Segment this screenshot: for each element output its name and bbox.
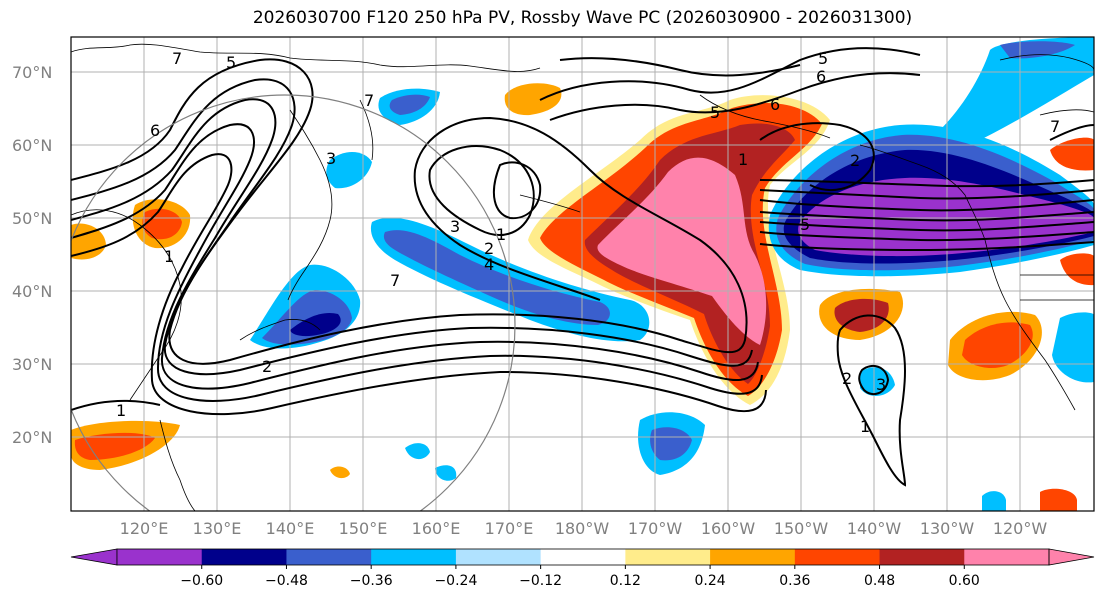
contour-label: 1 bbox=[164, 247, 174, 266]
lon-label-130e: 130°E bbox=[193, 519, 242, 538]
contour-label: 7 bbox=[1050, 117, 1060, 136]
contour-label: 4 bbox=[484, 255, 494, 274]
colorbar-frame bbox=[116, 548, 1050, 566]
lat-label-30n: 30°N bbox=[12, 355, 52, 374]
positive-anomaly-w2 bbox=[71, 223, 106, 260]
contour-label: 2 bbox=[262, 357, 272, 376]
contour-label: 1 bbox=[860, 417, 870, 436]
contour-label: 5 bbox=[818, 49, 828, 68]
negative-anomaly-w1-core bbox=[389, 94, 430, 115]
colorbar: −0.60 −0.48 −0.36 −0.24 −0.12 0.12 0.24 0.36 0.4… bbox=[70, 548, 1095, 589]
colorbar-tick-label: 0.60 bbox=[949, 573, 980, 589]
contour-label: 2 bbox=[842, 369, 852, 388]
colorbar-tick-label: −0.60 bbox=[180, 573, 223, 589]
contour-label: 7 bbox=[172, 49, 182, 68]
lon-label-140w: 140°W bbox=[847, 519, 902, 538]
colorbar-tick-label: 0.12 bbox=[610, 573, 641, 589]
colorbar-swatch bbox=[625, 549, 711, 565]
lon-label-160w: 160°W bbox=[701, 519, 756, 538]
negative-anomaly-e bbox=[1052, 312, 1094, 383]
map-frame bbox=[70, 36, 1095, 512]
lon-label-150w: 150°W bbox=[774, 519, 829, 538]
rossby-wave-circle bbox=[71, 94, 516, 511]
contour-label: 3 bbox=[450, 217, 460, 236]
negative-anomaly-s2 bbox=[405, 443, 430, 460]
colorbar-swatch bbox=[117, 549, 203, 565]
colorbar-swatch bbox=[371, 549, 457, 565]
contour-label: 6 bbox=[150, 121, 160, 140]
lon-label-160e: 160°E bbox=[412, 519, 461, 538]
colorbar-swatch bbox=[879, 549, 965, 565]
colorbar-swatch bbox=[540, 549, 626, 565]
colorbar-swatch bbox=[794, 549, 881, 565]
contour-label: 1 bbox=[738, 150, 748, 169]
negative-anomaly-s1-core bbox=[650, 427, 692, 461]
lon-label-120e: 120°E bbox=[120, 519, 169, 538]
lat-label-70n: 70°N bbox=[12, 63, 52, 82]
lat-label-50n: 50°N bbox=[12, 209, 52, 228]
positive-anomaly-s2 bbox=[330, 466, 350, 479]
lon-label-120w: 120°W bbox=[993, 519, 1048, 538]
colorbar-tick-label: 0.36 bbox=[779, 573, 810, 589]
longitude-labels: 120°E 130°E 140°E 150°E 160°E 170°E 180°… bbox=[120, 519, 1048, 538]
contour-label: 2 bbox=[484, 239, 494, 258]
positive-anomaly-core bbox=[597, 157, 767, 345]
negative-anomaly-ne-core bbox=[1000, 41, 1075, 59]
colorbar-tick-label: 0.24 bbox=[695, 573, 726, 589]
contour-label: 1 bbox=[116, 401, 126, 420]
positive-anomaly-e3 bbox=[1060, 253, 1094, 286]
contour-label: 7 bbox=[364, 91, 374, 110]
lon-label-140e: 140°E bbox=[266, 519, 315, 538]
positive-anomaly-ne bbox=[1050, 137, 1094, 171]
colorbar-tick-label: −0.24 bbox=[434, 573, 477, 589]
positive-anomaly-e2-core bbox=[962, 322, 1033, 369]
colorbar-swatch bbox=[201, 549, 287, 565]
colorbar-tick-label: −0.48 bbox=[265, 573, 308, 589]
lon-label-170w: 170°W bbox=[628, 519, 683, 538]
pv-contours bbox=[71, 47, 1094, 487]
negative-anomaly-pacific-mid bbox=[383, 230, 610, 325]
contour-label: 5 bbox=[226, 53, 236, 72]
colorbar-tick-label: −0.36 bbox=[350, 573, 393, 589]
contour-label: 3 bbox=[326, 149, 336, 168]
contour-label: 5 bbox=[800, 215, 810, 234]
colorbar-extend-max bbox=[1048, 548, 1095, 566]
negative-anomaly-se bbox=[982, 491, 1006, 511]
colorbar-swatch bbox=[964, 549, 1050, 565]
colorbar-swatch bbox=[286, 549, 372, 565]
contour-label: 1 bbox=[496, 225, 506, 244]
negative-anomaly-japan-core bbox=[290, 312, 341, 337]
lat-label-60n: 60°N bbox=[12, 136, 52, 155]
negative-anomaly-w2 bbox=[326, 151, 372, 189]
positive-anomaly-sw-core bbox=[74, 432, 155, 460]
contour-label: 2 bbox=[850, 151, 860, 170]
contour-label: 6 bbox=[816, 67, 826, 86]
positive-anomaly-nw bbox=[504, 83, 562, 116]
negative-anomaly-s3 bbox=[435, 465, 457, 481]
contour-label: 6 bbox=[770, 95, 780, 114]
latitude-labels: 70°N 60°N 50°N 40°N 30°N 20°N bbox=[12, 63, 52, 447]
colorbar-swatch bbox=[455, 549, 542, 565]
contour-labels: 6 7 5 7 3 1 2 1 3 2 4 1 7 5 6 1 2 5 7 2 … bbox=[116, 49, 1060, 436]
colorbar-tick-label: 0.48 bbox=[864, 573, 895, 589]
positive-anomaly-s bbox=[1040, 488, 1077, 511]
positive-anomaly-w1-core bbox=[142, 208, 182, 240]
lon-label-170e: 170°E bbox=[485, 519, 534, 538]
lat-label-40n: 40°N bbox=[12, 282, 52, 301]
lon-label-180w: 180°W bbox=[555, 519, 610, 538]
chart-title: 2026030700 F120 250 hPa PV, Rossby Wave … bbox=[252, 8, 913, 28]
lon-label-130w: 130°W bbox=[920, 519, 975, 538]
colorbar-swatch bbox=[710, 549, 796, 565]
colorbar-tick-label: −0.12 bbox=[519, 573, 562, 589]
contour-label: 7 bbox=[390, 271, 400, 290]
contour-label: 3 bbox=[876, 375, 886, 394]
map-content bbox=[71, 37, 1094, 511]
negative-anomaly-ne bbox=[940, 37, 1094, 141]
lon-label-150e: 150°E bbox=[339, 519, 388, 538]
lat-label-20n: 20°N bbox=[12, 428, 52, 447]
coastlines bbox=[71, 43, 1094, 511]
colorbar-extend-min bbox=[70, 548, 118, 566]
contour-label: 5 bbox=[710, 103, 720, 122]
